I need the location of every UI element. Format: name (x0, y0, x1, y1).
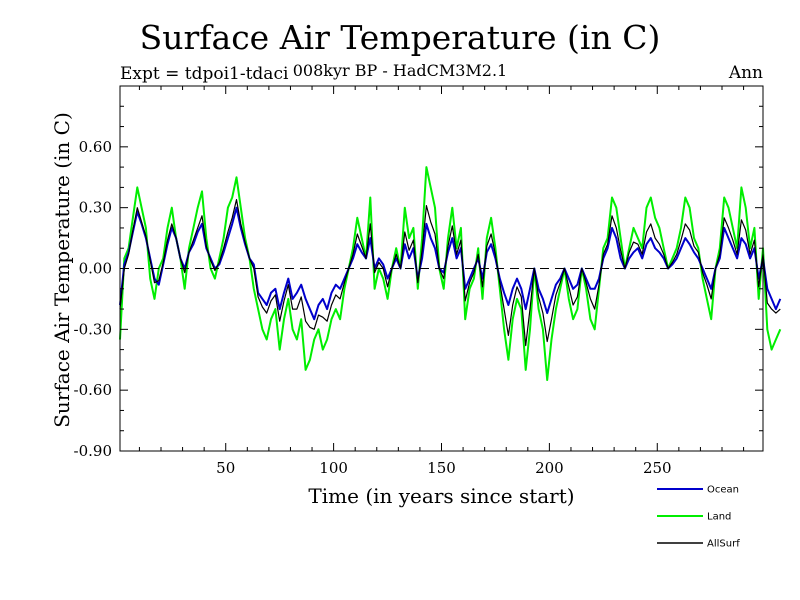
x-tick-label: 150 (427, 459, 456, 477)
chart-title: Surface Air Temperature (in C) (139, 18, 661, 57)
y-tick-label: -0.30 (74, 320, 112, 338)
series-line-allsurf (119, 199, 781, 347)
experiment-label: Expt = tdpoi1-tdaci (120, 64, 289, 84)
y-tick-label: -0.90 (74, 442, 112, 460)
y-tick-label: -0.60 (74, 381, 112, 399)
x-tick-label: 50 (216, 459, 235, 477)
legend-label-land: Land (707, 512, 731, 523)
y-tick-label: 0.30 (79, 199, 112, 217)
series-line-land (119, 166, 782, 381)
legend-label-allsurf: AllSurf (707, 539, 740, 550)
x-tick-label: 250 (643, 459, 672, 477)
y-tick-label: 0.60 (79, 138, 112, 156)
y-tick-label: 0.00 (79, 260, 112, 278)
x-axis-label: Time (in years since start) (308, 484, 575, 508)
x-tick-label: 200 (535, 459, 564, 477)
legend-label-ocean: Ocean (707, 485, 739, 496)
period-label: Ann (728, 63, 763, 83)
x-tick-label: 100 (319, 459, 348, 477)
chart-subtitle: 008kyr BP - HadCM3M2.1 (292, 61, 508, 80)
